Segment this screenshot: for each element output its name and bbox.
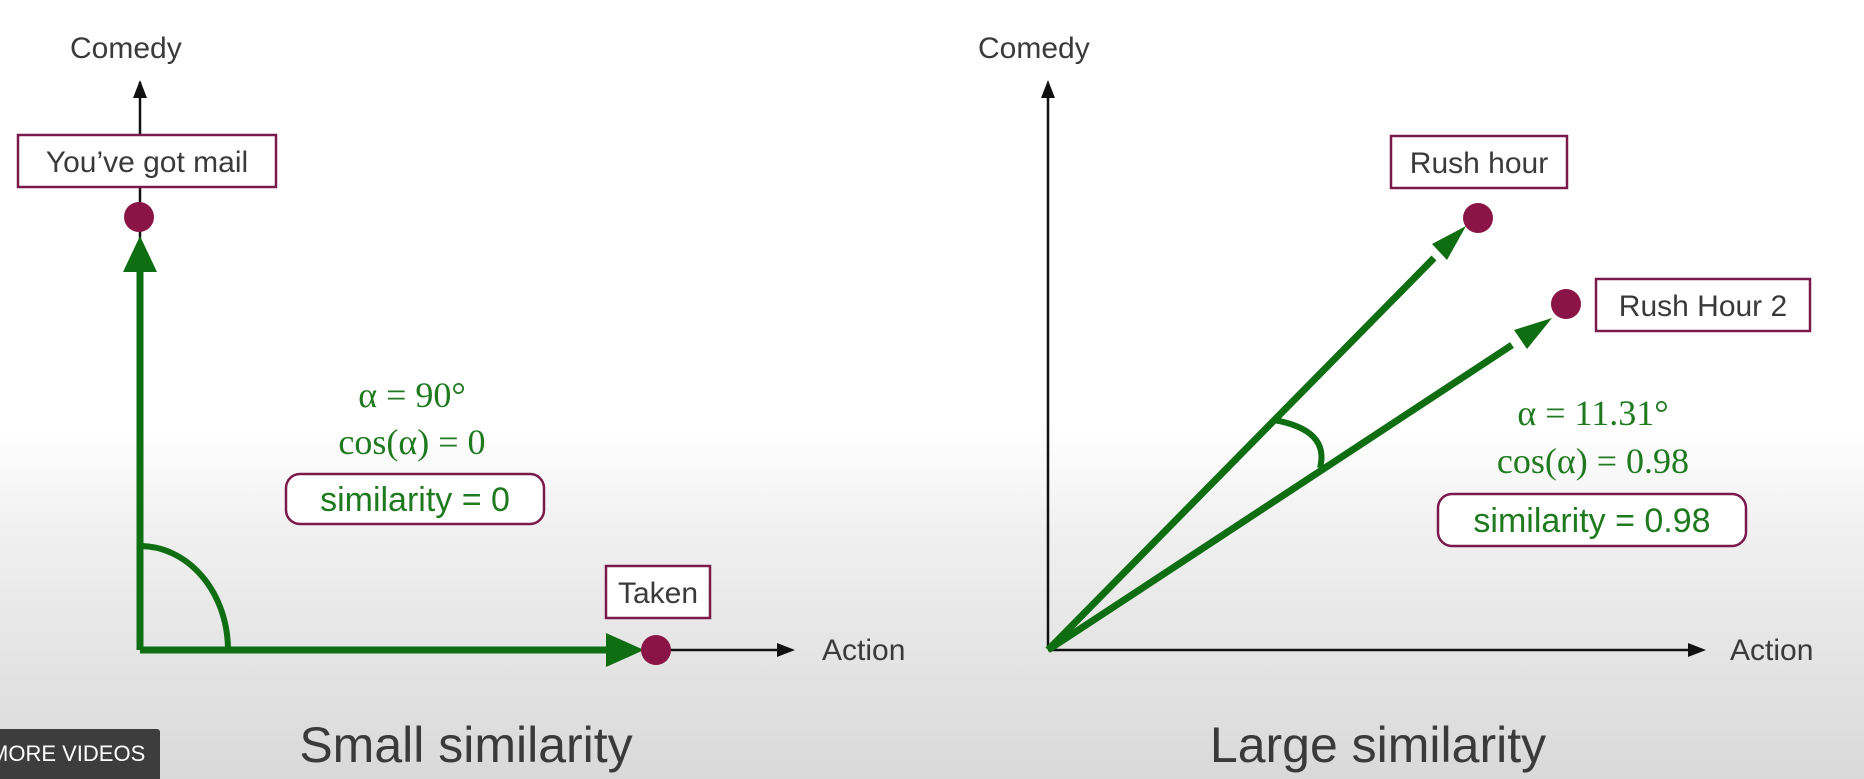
left-x-axis-arrowhead: [777, 643, 795, 657]
left-y-axis-arrowhead: [133, 80, 147, 98]
right-vector-lower: [1046, 342, 1514, 653]
left-alpha-formula: α = 90°: [358, 375, 466, 415]
left-angle-arc: [139, 543, 231, 651]
right-y-axis-label: Comedy: [978, 32, 1090, 65]
label-box-rush-hour: [1389, 134, 1569, 190]
right-diagram: Comedy Action Rush hour Rush Hour 2 α = …: [978, 32, 1813, 773]
right-vector-lower-arrowhead: [1514, 318, 1552, 349]
right-similarity-value: similarity = 0.98: [1473, 502, 1710, 540]
label-box-youve-got-mail: [16, 133, 278, 189]
label-box-rush-hour-2: [1594, 277, 1812, 333]
right-alpha-formula: α = 11.31°: [1517, 393, 1668, 433]
right-x-axis-label: Action: [1730, 634, 1813, 667]
label-box-taken: [604, 564, 712, 620]
right-similarity-box: [1436, 492, 1748, 548]
left-diagram: Comedy Action You’ve got mail Taken α = …: [16, 32, 905, 773]
right-point-rush-hour-2: [1551, 289, 1581, 319]
left-vector-vertical-arrowhead: [123, 236, 157, 272]
left-point-youve-got-mail: [124, 202, 154, 232]
movie-label-rush-hour: Rush hour: [1410, 147, 1548, 180]
left-x-axis-label: Action: [822, 634, 905, 667]
right-angle-arc: [1273, 417, 1325, 469]
movie-label-taken: Taken: [618, 577, 698, 610]
movie-label-rush-hour-2: Rush Hour 2: [1619, 290, 1787, 323]
left-vector-horizontal-arrowhead: [606, 633, 644, 667]
left-point-taken: [641, 635, 671, 665]
left-similarity-box: [284, 472, 546, 526]
more-videos-button[interactable]: MORE VIDEOS: [0, 729, 160, 779]
right-vector-upper: [1045, 255, 1437, 653]
right-caption: Large similarity: [1210, 717, 1546, 773]
right-x-axis-arrowhead: [1688, 643, 1706, 657]
movie-label-youve-got-mail: You’ve got mail: [46, 146, 248, 179]
left-cos-formula: cos(α) = 0: [338, 422, 485, 462]
left-caption: Small similarity: [299, 717, 632, 773]
right-y-axis-arrowhead: [1041, 80, 1055, 98]
left-similarity-value: similarity = 0: [320, 481, 510, 519]
right-cos-formula: cos(α) = 0.98: [1497, 441, 1689, 481]
left-y-axis-label: Comedy: [70, 32, 182, 65]
right-vector-upper-arrowhead: [1432, 226, 1466, 260]
right-point-rush-hour: [1463, 203, 1493, 233]
